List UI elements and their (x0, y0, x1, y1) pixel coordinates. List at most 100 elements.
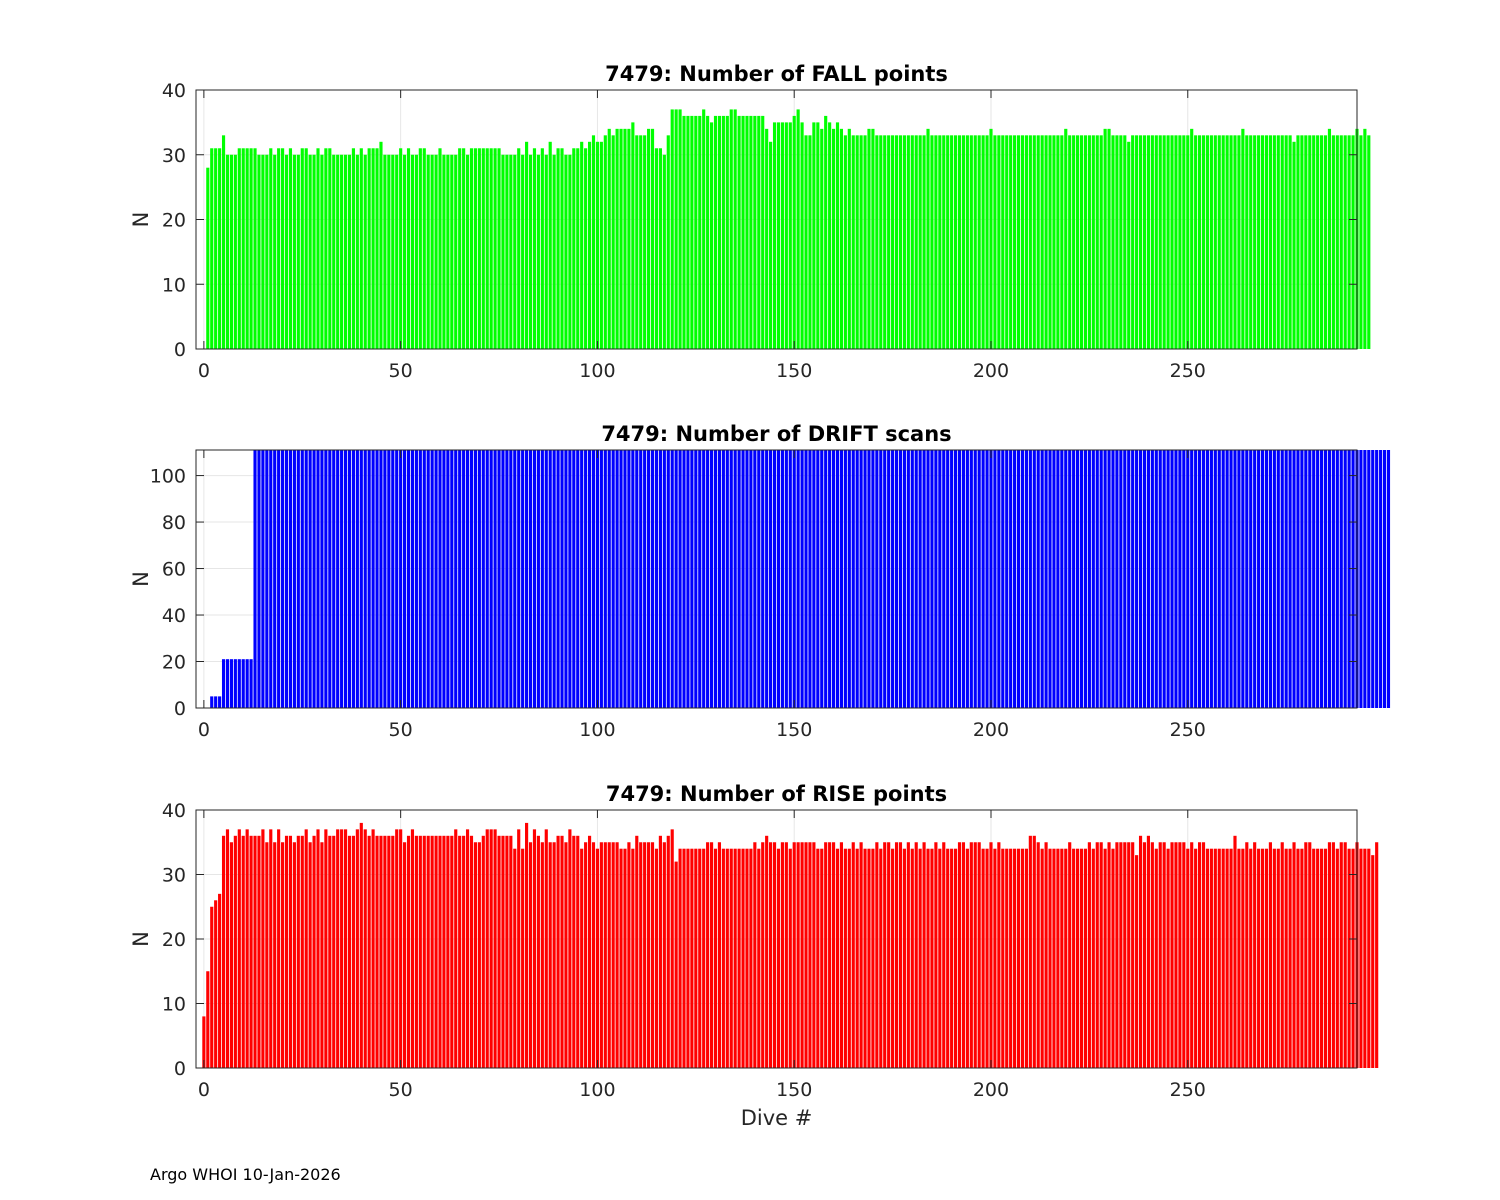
rise-bar (804, 842, 808, 1068)
fall-bar (603, 135, 607, 349)
drift-bar (887, 450, 891, 708)
drift-bar (1131, 450, 1135, 708)
drift-bar (237, 659, 241, 708)
rise-bar (851, 842, 855, 1068)
drift-bar (875, 450, 879, 708)
rise-bar (340, 829, 344, 1068)
rise-bar (1060, 848, 1064, 1068)
drift-bar (702, 450, 706, 708)
drift-bar (328, 450, 332, 708)
drift-bar (619, 450, 623, 708)
rise-bar (776, 848, 781, 1068)
fall-bar (721, 115, 725, 350)
fall-bar (946, 135, 950, 349)
y-tick-label: 40 (162, 800, 186, 822)
fall-bar (383, 154, 387, 349)
fall-bar (954, 135, 958, 349)
drift-bar (336, 450, 340, 708)
rise-bar (1359, 848, 1363, 1068)
drift-bar (721, 450, 725, 708)
fall-bar (1174, 135, 1178, 349)
rise-bar (387, 835, 391, 1068)
rise-bar (1064, 848, 1068, 1068)
drift-bar (643, 450, 647, 708)
rise-bar (221, 835, 226, 1068)
rise-bar (709, 842, 714, 1068)
rise-bar (635, 835, 639, 1068)
fall-bar (568, 154, 572, 349)
rise-bar (713, 848, 718, 1068)
drift-bar (749, 450, 753, 708)
rise-bar (824, 842, 828, 1068)
drift-bar (1276, 450, 1280, 708)
fall-bar (509, 154, 513, 349)
drift-bar (1375, 450, 1379, 708)
rise-bar (1091, 848, 1095, 1068)
fall-bar (702, 109, 706, 349)
drift-bar (462, 450, 466, 708)
fall-bar (273, 154, 277, 349)
fall-bar (1009, 135, 1013, 349)
rise-bar (1335, 848, 1339, 1068)
y-tick-label: 10 (162, 274, 186, 296)
fall-bar (458, 148, 462, 349)
drift-bar (1320, 450, 1324, 708)
fall-bar (1284, 135, 1288, 349)
rise-bar (1028, 835, 1032, 1068)
fall-bar (729, 109, 733, 349)
fall-bar (1272, 135, 1276, 349)
fall-bar (1178, 135, 1182, 349)
drift-bar (1028, 450, 1032, 708)
rise-bar (308, 842, 312, 1068)
fall-bar (969, 135, 973, 349)
rise-bar (706, 842, 710, 1068)
drift-bar (812, 450, 816, 708)
fall-bar (1182, 135, 1186, 349)
fall-bar (879, 135, 883, 349)
drift-bar (1351, 450, 1355, 708)
fall-bar (1040, 135, 1044, 349)
drift-bar (241, 659, 245, 708)
fall-bar (371, 148, 375, 349)
drift-bar (1013, 450, 1017, 708)
rise-bar (481, 835, 485, 1068)
rise-bar (965, 848, 969, 1068)
drift-bar (1123, 450, 1127, 708)
fall-bar (1127, 141, 1131, 349)
fall-bar (1304, 135, 1308, 349)
drift-bar (517, 450, 521, 708)
drift-bar (304, 450, 308, 708)
x-tick-label: 200 (973, 360, 1009, 382)
drift-bar (627, 450, 631, 708)
fall-bar (753, 115, 757, 350)
fall-bar (454, 154, 458, 349)
fall-bar (1288, 135, 1292, 349)
rise-bar (1217, 848, 1221, 1068)
drift-bar (1221, 450, 1225, 708)
fall-bar (312, 154, 316, 349)
fall-bar (564, 154, 568, 349)
fall-bar (1150, 135, 1154, 349)
rise-bar (599, 842, 603, 1068)
drift-chart-title: 7479: Number of DRIFT scans (601, 422, 951, 446)
rise-bar (639, 842, 643, 1068)
drift-bar (969, 450, 973, 708)
rise-bar (1016, 848, 1021, 1068)
fall-bar (922, 135, 926, 349)
y-tick-label: 40 (162, 605, 186, 627)
rise-bar (1001, 848, 1005, 1068)
rise-bar (879, 848, 883, 1068)
fall-bar (1264, 135, 1269, 349)
fall-bar (891, 135, 895, 349)
rise-bar (682, 848, 686, 1068)
drift-bar (1005, 450, 1009, 708)
rise-bar (1044, 842, 1048, 1068)
fall-bar (835, 122, 840, 350)
fall-bar (395, 154, 399, 349)
fall-bar (544, 154, 548, 349)
rise-bar (1316, 848, 1320, 1068)
drift-bar (902, 450, 906, 708)
fall-bar (288, 148, 293, 349)
drift-bar (414, 450, 418, 708)
rise-bar (560, 835, 564, 1068)
